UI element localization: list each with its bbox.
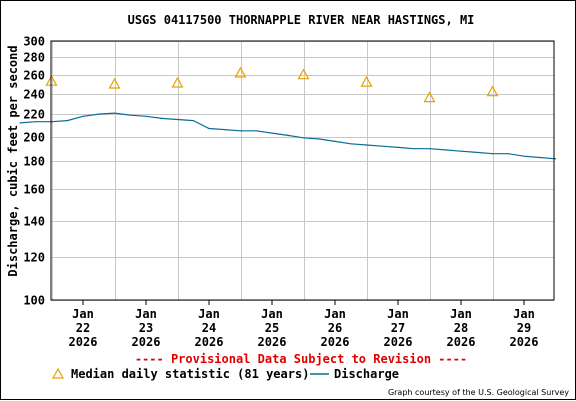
x-tick-label: 24 xyxy=(202,321,216,335)
discharge-point xyxy=(113,112,116,114)
discharge-point xyxy=(334,140,336,142)
discharge-point xyxy=(176,118,179,121)
x-tick-label: 2026 xyxy=(510,335,539,349)
x-tick-label: 23 xyxy=(139,321,153,335)
x-tick-label: 22 xyxy=(76,321,90,335)
discharge-point xyxy=(523,155,525,157)
discharge-point xyxy=(35,121,37,123)
x-tick-label: Jan xyxy=(387,307,409,321)
discharge-point xyxy=(507,153,509,155)
x-tick-label: Jan xyxy=(450,307,472,321)
y-tick-label: 200 xyxy=(23,131,45,145)
x-tick-label: 25 xyxy=(265,321,279,335)
discharge-point xyxy=(365,144,368,146)
discharge-point xyxy=(460,150,462,152)
grid-lines xyxy=(51,41,554,301)
y-tick-label: 160 xyxy=(23,183,45,197)
x-tick-label: 2026 xyxy=(384,335,413,349)
x-tick-label: 2026 xyxy=(195,335,224,349)
x-tick-label: 27 xyxy=(391,321,405,335)
x-tick-label: 2026 xyxy=(132,335,161,349)
discharge-point xyxy=(539,156,541,159)
median-marker xyxy=(423,91,436,103)
median-marker xyxy=(108,77,121,89)
x-tick-label: Jan xyxy=(198,307,220,321)
discharge-point xyxy=(224,129,226,131)
x-tick-label: Jan xyxy=(513,307,535,321)
x-tick-label: 2026 xyxy=(321,335,350,349)
y-tick-label: 140 xyxy=(23,215,45,229)
discharge-point xyxy=(19,122,21,124)
x-tick-label: 2026 xyxy=(447,335,476,349)
x-tick-label: Jan xyxy=(261,307,283,321)
legend-median-label: Median daily statistic (81 years) xyxy=(71,367,309,381)
discharge-point xyxy=(66,120,68,122)
y-tick-label: 100 xyxy=(23,294,45,308)
discharge-point xyxy=(145,115,147,117)
x-tick-label: 2026 xyxy=(69,335,98,349)
y-tick-label: 120 xyxy=(23,251,45,265)
y-tick-label: 240 xyxy=(23,88,45,102)
x-tick-label: 28 xyxy=(454,321,468,335)
median-marker xyxy=(486,85,499,97)
y-tick-label: 220 xyxy=(23,108,45,122)
discharge-point xyxy=(129,114,131,116)
discharge-point xyxy=(271,132,273,134)
y-axis-label: Discharge, cubic feet per second xyxy=(6,45,20,276)
discharge-point xyxy=(381,145,383,147)
discharge-point xyxy=(208,127,210,130)
median-marker xyxy=(171,76,184,88)
x-tick-label: 29 xyxy=(517,321,531,335)
discharge-point xyxy=(350,143,352,145)
discharge-point xyxy=(318,138,320,140)
legend-median-icon xyxy=(51,367,65,379)
discharge-point xyxy=(239,130,242,132)
legend: Median daily statistic (81 years) Dischar… xyxy=(51,367,399,381)
discharge-point xyxy=(428,148,431,150)
discharge-point xyxy=(491,153,494,155)
x-tick-label: Jan xyxy=(135,307,157,321)
x-tick-labels: Jan222026Jan232026Jan242026Jan252026Jan2… xyxy=(69,300,539,349)
median-marker xyxy=(234,66,247,78)
discharge-point xyxy=(554,158,557,160)
x-tick-label: Jan xyxy=(324,307,346,321)
series-group xyxy=(19,66,557,160)
x-tick-label: Jan xyxy=(72,307,94,321)
discharge-point xyxy=(287,134,289,136)
discharge-point xyxy=(82,115,84,117)
y-tick-label: 280 xyxy=(23,51,45,65)
y-tick-label: 300 xyxy=(23,35,45,49)
discharge-point xyxy=(98,113,100,115)
x-tick-label: 2026 xyxy=(258,335,287,349)
legend-discharge-label: Discharge xyxy=(334,367,399,381)
chart-title: USGS 04117500 THORNAPPLE RIVER NEAR HAST… xyxy=(128,13,475,27)
discharge-point xyxy=(302,137,305,139)
median-marker xyxy=(360,75,373,87)
median-marker xyxy=(297,68,310,80)
y-tick-labels: 100 120 140 160 180 200 220 240 260 280 300 xyxy=(23,35,45,308)
y-tick-label: 180 xyxy=(23,155,45,169)
discharge-point xyxy=(255,130,257,132)
credit-text: Graph courtesy of the U.S. Geological Su… xyxy=(388,388,569,397)
discharge-point xyxy=(444,149,446,151)
provisional-notice: ---- Provisional Data Subject to Revisio… xyxy=(135,352,467,366)
x-tick-label: 26 xyxy=(328,321,342,335)
discharge-point xyxy=(413,148,415,150)
discharge-point xyxy=(397,146,399,148)
plot-area-border xyxy=(50,40,555,301)
discharge-point xyxy=(476,151,478,153)
y-tick-label: 260 xyxy=(23,69,45,83)
discharge-point xyxy=(161,117,163,119)
discharge-point xyxy=(192,120,194,122)
